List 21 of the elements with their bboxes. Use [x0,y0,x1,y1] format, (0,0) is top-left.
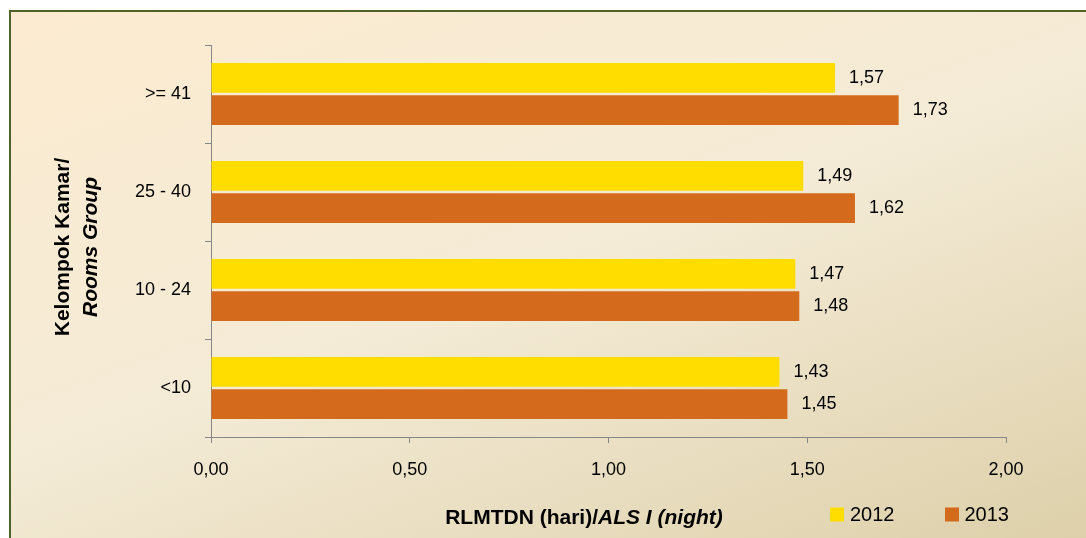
y-axis-title: Kelompok Kamar/ Rooms Group [50,157,101,337]
data-label: 1,47 [809,262,845,283]
x-tick-label: 0,00 [193,458,229,479]
data-label: 1,62 [868,197,904,218]
legend-label: 2012 [850,502,895,526]
y-tick-label: 10 - 24 [134,278,191,299]
x-tick-label: 2,00 [988,458,1024,479]
x-tick-label: 1,00 [590,458,627,479]
data-label: 1,49 [817,164,853,185]
data-label: 1,43 [793,360,829,381]
y-tick-label: <10 [160,376,191,397]
y-tick-label: >= 41 [144,82,191,103]
data-label: 1,45 [801,393,837,414]
data-label: 1,73 [912,99,948,120]
legend-label: 2013 [964,502,1009,526]
y-tick-label: 25 - 40 [134,180,191,201]
x-tick-label: 1,50 [789,458,825,479]
x-tick-label: 0,50 [392,458,428,479]
data-label: 1,48 [813,295,849,316]
x-axis-title: RLMTDN (hari)/ALS I (night) [445,505,723,528]
data-label: 1,57 [849,66,885,87]
